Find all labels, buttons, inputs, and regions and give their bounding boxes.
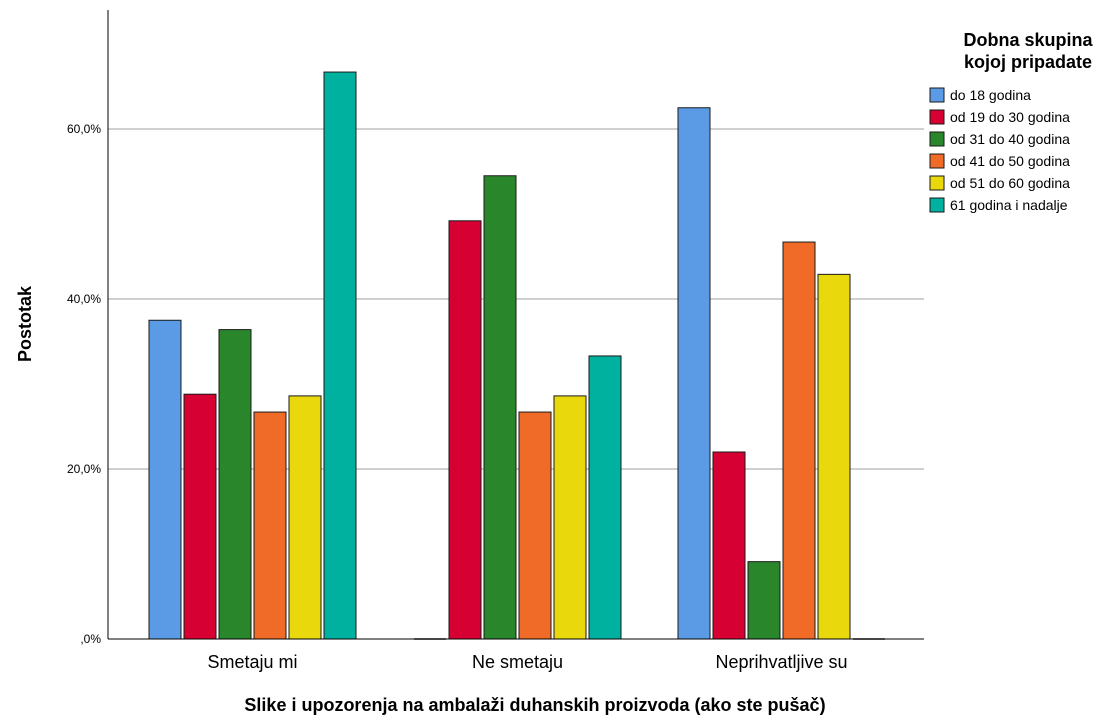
bar [588,355,622,640]
x-category-labels: Smetaju mi Ne smetaju Neprihvatljive su [207,652,847,672]
bar [518,411,552,640]
y-tick-labels: ,0% 20,0% 40,0% 60,0% [67,122,101,646]
bar [817,273,851,640]
legend-label: od 31 do 40 godina [950,131,1070,147]
bar [148,319,182,640]
legend-label: od 19 do 30 godina [950,109,1070,125]
bar [218,329,252,640]
bar [288,395,322,640]
x-category-label: Neprihvatljive su [715,652,847,672]
bar [747,561,781,640]
y-tick-label: 40,0% [67,292,101,306]
legend-swatch [929,175,945,191]
legend-swatch [929,197,945,213]
bars-layer [148,71,885,640]
legend: Dobna skupina kojoj pripadate do 18 godi… [929,30,1093,213]
bar [782,241,816,640]
legend-label: do 18 godina [950,87,1031,103]
y-axis-title: Postotak [15,285,35,362]
x-category-label: Smetaju mi [207,652,297,672]
bar [553,395,587,640]
legend-label: od 41 do 50 godina [950,153,1070,169]
bar [448,220,482,640]
bar [183,393,217,640]
x-category-label: Ne smetaju [472,652,563,672]
legend-swatch [929,87,945,103]
legend-swatch [929,109,945,125]
legend-swatch [929,131,945,147]
bar [483,175,517,640]
legend-title-line-2: kojoj pripadate [964,52,1092,72]
y-tick-label: ,0% [80,632,101,646]
y-tick-label: 20,0% [67,462,101,476]
legend-label: od 51 do 60 godina [950,175,1070,191]
legend-items: do 18 godina od 19 do 30 godina od 31 do 4… [929,87,1070,213]
bar [323,71,357,640]
axes-layer [107,10,924,640]
legend-swatch [929,153,945,169]
bar [253,411,287,640]
legend-label: 61 godina i nadalje [950,197,1068,213]
y-tick-label: 60,0% [67,122,101,136]
bar [677,107,711,640]
bar [712,451,746,640]
legend-title-line-1: Dobna skupina [963,30,1093,50]
x-axis-title: Slike i upozorenja na ambalaži duhanskih… [244,695,825,715]
